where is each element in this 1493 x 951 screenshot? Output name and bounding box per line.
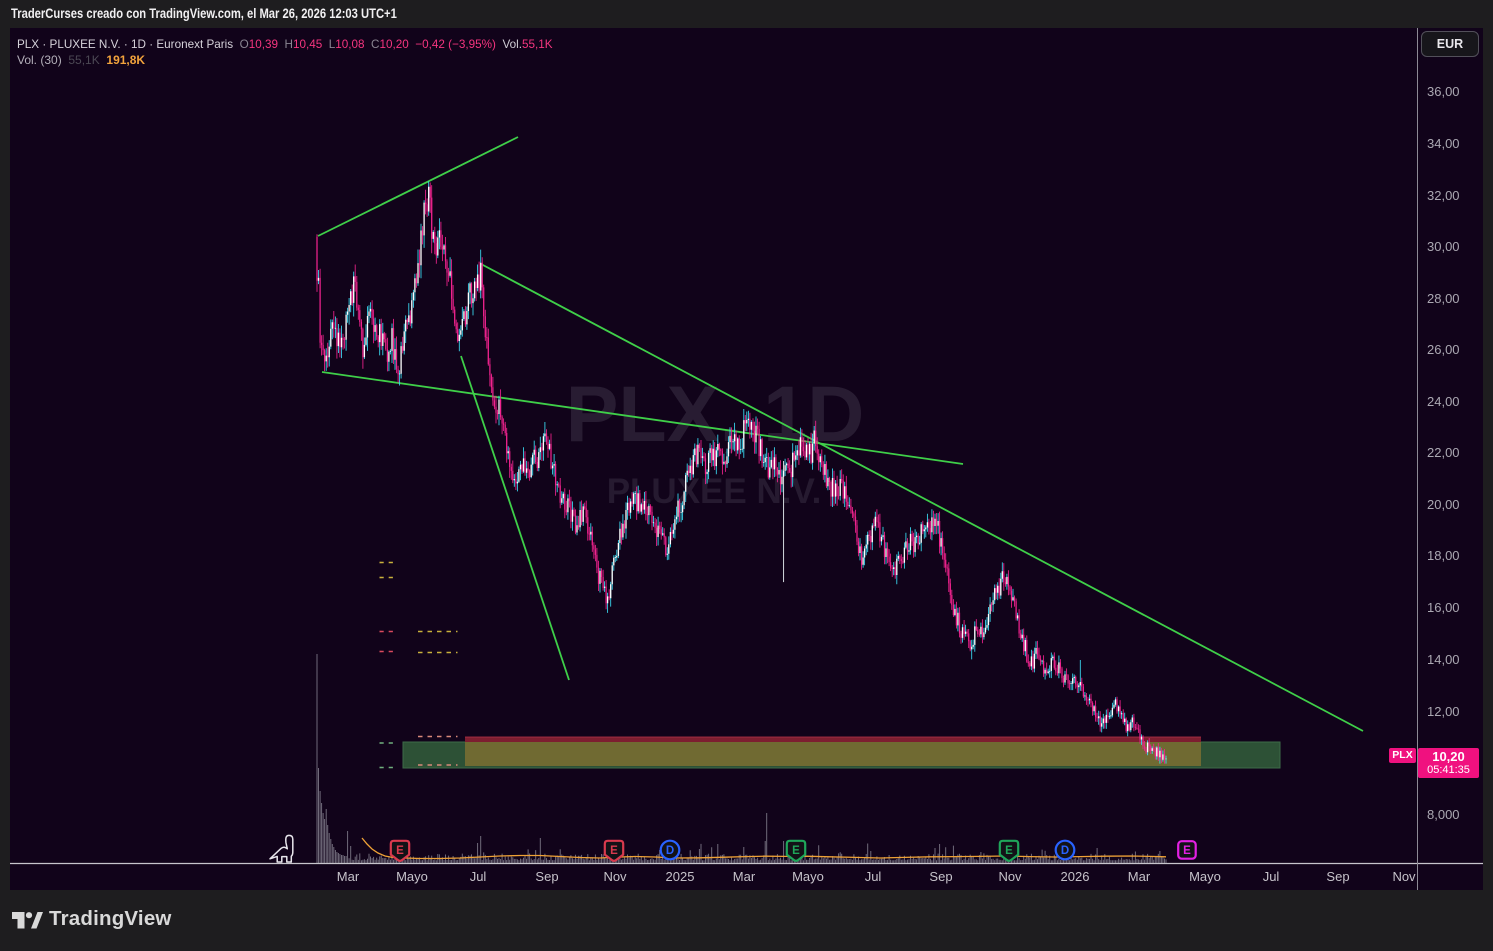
svg-text:E: E [1005,845,1013,857]
svg-text:D: D [666,845,674,857]
svg-text:E: E [396,845,404,857]
svg-text:E: E [792,845,800,857]
svg-text:E: E [1183,845,1191,857]
svg-text:E: E [610,845,618,857]
svg-text:D: D [1061,845,1069,857]
